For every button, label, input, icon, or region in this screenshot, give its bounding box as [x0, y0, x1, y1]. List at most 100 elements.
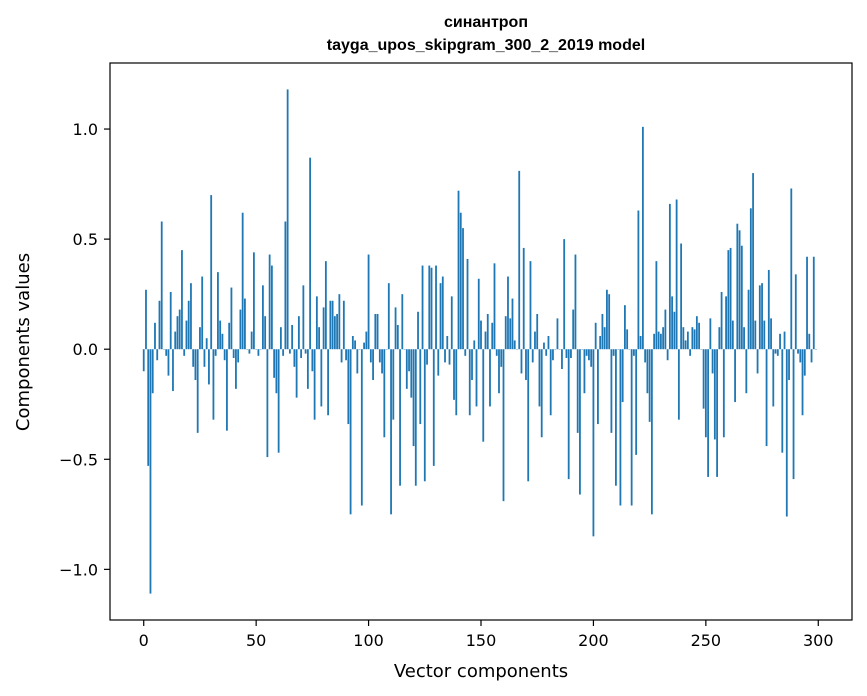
bar-component-20 [187, 300, 190, 350]
bar-component-117 [405, 349, 408, 389]
bar-component-19 [185, 320, 188, 350]
bar-component-83 [329, 300, 332, 350]
bar-component-234 [668, 203, 671, 350]
bar-component-208 [610, 349, 613, 433]
bar-component-33 [217, 272, 219, 350]
bar-component-294 [803, 349, 806, 376]
bar-component-217 [630, 349, 633, 506]
bar-component-38 [228, 322, 231, 350]
bar-component-71 [302, 285, 305, 350]
bar-component-171 [527, 349, 530, 482]
bar-component-265 [738, 230, 741, 350]
bar-component-41 [235, 349, 237, 389]
bar-component-168 [520, 349, 523, 374]
bar-component-227 [653, 333, 656, 350]
bar-component-149 [477, 278, 480, 350]
bar-component-125 [423, 349, 426, 482]
bar-component-295 [806, 256, 808, 350]
bar-component-0 [142, 349, 145, 372]
bar-component-173 [531, 349, 534, 363]
bar-component-93 [351, 336, 354, 350]
bar-component-37 [226, 349, 228, 431]
y-axis-ticks: −1.0 −0.5 0.0 0.5 1.0 [59, 120, 110, 579]
bar-component-135 [446, 336, 449, 350]
bar-component-278 [767, 269, 770, 350]
bar-component-186 [561, 349, 563, 370]
bar-component-34 [219, 320, 222, 350]
bar-component-207 [608, 294, 611, 350]
bar-component-94 [354, 340, 356, 350]
bar-component-276 [763, 320, 766, 350]
bar-component-76 [313, 349, 316, 420]
bar-component-189 [567, 349, 570, 480]
bar-component-44 [241, 212, 244, 350]
bar-component-69 [297, 316, 300, 350]
x-tick-label: 200 [578, 631, 609, 650]
bar-component-245 [693, 329, 696, 350]
bar-component-258 [722, 349, 725, 438]
bar-component-140 [457, 190, 460, 350]
bar-component-198 [588, 349, 590, 361]
bar-component-193 [576, 349, 579, 433]
bar-component-45 [244, 298, 246, 350]
bar-component-64 [286, 89, 289, 350]
bar-component-139 [455, 349, 458, 416]
bar-component-256 [718, 327, 721, 350]
bar-component-136 [448, 349, 451, 365]
bar-component-283 [779, 333, 781, 350]
bar-component-22 [192, 349, 195, 367]
x-tick-label: 50 [246, 631, 266, 650]
bar-component-249 [702, 349, 705, 409]
bar-component-175 [536, 313, 539, 350]
bar-component-279 [770, 318, 772, 350]
bar-component-80 [322, 307, 325, 350]
bar-component-163 [509, 318, 512, 350]
bar-component-259 [725, 296, 727, 350]
bar-component-238 [677, 349, 680, 420]
bar-component-122 [417, 311, 419, 350]
bar-component-26 [201, 276, 204, 350]
bar-component-181 [549, 349, 552, 416]
bar-component-110 [390, 349, 392, 515]
bar-component-154 [489, 349, 491, 407]
bar-component-4 [151, 349, 154, 394]
bar-component-156 [493, 263, 496, 350]
bar-component-40 [232, 349, 235, 359]
bar-component-158 [498, 349, 500, 394]
bar-component-54 [264, 316, 267, 350]
bar-component-89 [342, 300, 345, 350]
bar-component-219 [635, 349, 638, 455]
bar-component-39 [230, 287, 233, 350]
bar-component-12 [169, 291, 172, 350]
bar-component-48 [250, 331, 253, 350]
bar-component-172 [529, 261, 532, 350]
bar-component-271 [752, 173, 754, 350]
bar-component-169 [522, 247, 525, 350]
bar-component-192 [574, 254, 577, 350]
bar-component-214 [624, 305, 626, 350]
bar-component-36 [223, 349, 226, 361]
bar-component-239 [680, 243, 683, 350]
bar-component-247 [698, 322, 700, 350]
bar-component-235 [671, 296, 674, 350]
bar-component-101 [369, 349, 372, 363]
bar-component-129 [432, 349, 435, 466]
bar-component-262 [731, 320, 734, 350]
bar-component-131 [437, 349, 440, 376]
bar-component-236 [673, 311, 676, 350]
bar-component-164 [511, 298, 514, 350]
bar-component-197 [585, 349, 588, 356]
y-axis-label: Components values [13, 253, 34, 431]
bar-component-268 [745, 349, 748, 394]
bar-component-60 [277, 349, 280, 453]
bar-component-53 [262, 285, 264, 350]
bar-component-155 [491, 322, 494, 350]
bar-component-210 [615, 349, 617, 486]
bar-component-240 [682, 327, 685, 350]
bar-component-120 [412, 349, 415, 447]
bar-component-79 [320, 349, 323, 407]
bar-component-244 [691, 327, 694, 350]
bar-component-42 [237, 349, 240, 363]
bar-component-274 [758, 285, 761, 350]
